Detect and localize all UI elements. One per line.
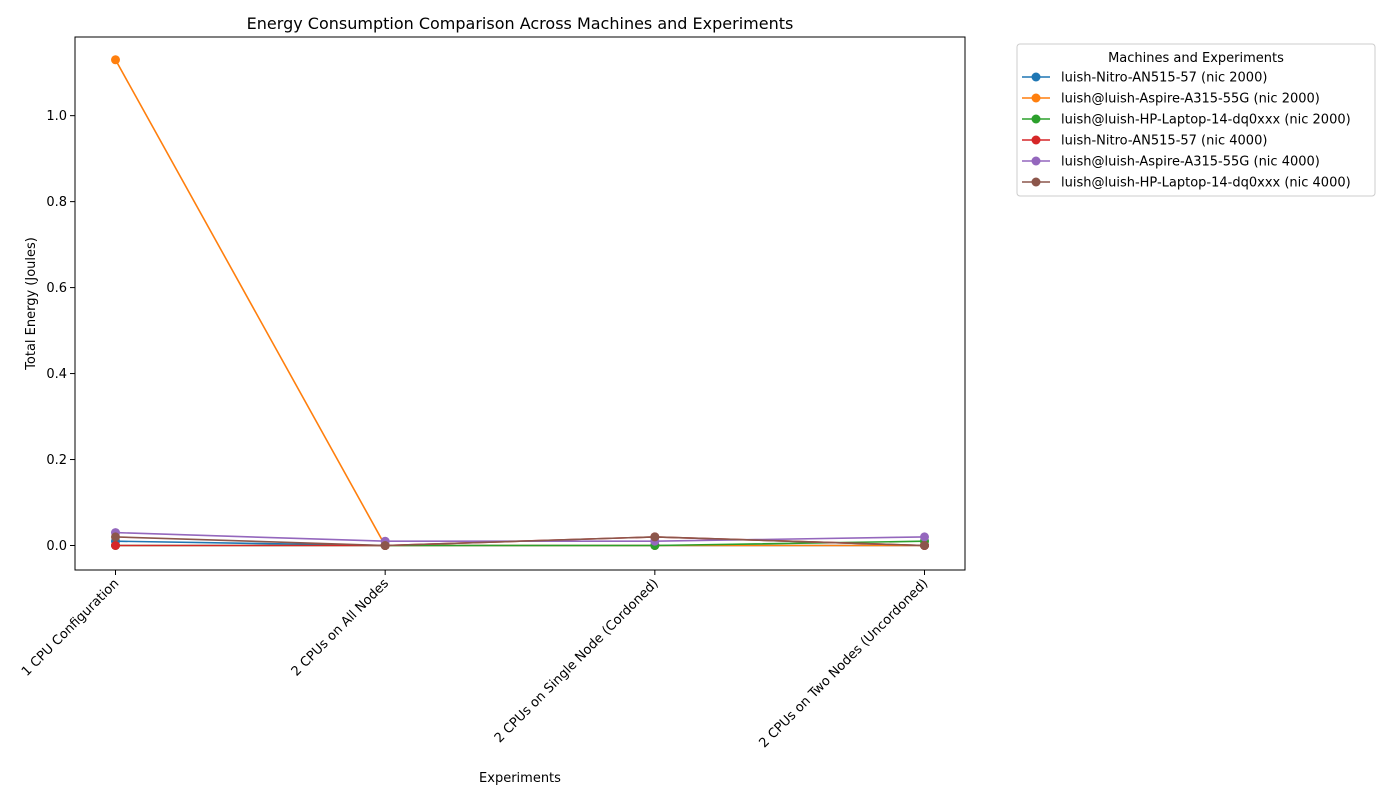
data-point: [650, 532, 660, 542]
y-tick-label: 1.0: [46, 109, 67, 124]
legend-marker: [1031, 93, 1041, 103]
series-1: [111, 55, 929, 550]
data-point: [380, 540, 390, 550]
legend-box: [1016, 43, 1376, 197]
series-5: [111, 532, 929, 550]
series-line: [115, 531, 925, 543]
x-tick-label: 2 CPUs on Two Nodes (Uncordoned): [757, 576, 932, 751]
y-tick-label: 0.2: [46, 453, 67, 468]
x-tick-label: 2 CPUs on Single Node (Cordoned): [492, 576, 662, 746]
legend-marker: [1031, 114, 1041, 124]
legend-label: luish@luish-HP-Laptop-14-dq0xxx (nic 200…: [1061, 113, 1351, 128]
legend-label: luish@luish-Aspire-A315-55G (nic 2000): [1061, 92, 1320, 107]
legend: Machines and Experiments luish-Nitro-AN5…: [1016, 43, 1376, 197]
legend-title: Machines and Experiments: [1108, 51, 1284, 66]
legend-entry: luish@luish-HP-Laptop-14-dq0xxx (nic 200…: [1022, 113, 1351, 128]
chart-title: Energy Consumption Comparison Across Mac…: [247, 14, 794, 33]
legend-marker: [1031, 177, 1041, 187]
legend-entry: luish@luish-HP-Laptop-14-dq0xxx (nic 400…: [1022, 176, 1351, 191]
y-tick-label: 0.4: [46, 367, 67, 382]
y-tick-label: 0.0: [46, 539, 67, 554]
plot-frame: [74, 36, 966, 571]
x-axis: 1 CPU Configuration 2 CPUs on All Nodes 2 …: [19, 570, 931, 751]
series-line: [114, 59, 925, 547]
data-point: [111, 55, 120, 65]
y-axis: 0.0 0.2 0.4 0.6 0.8 1.0: [46, 109, 75, 554]
legend-label: luish-Nitro-AN515-57 (nic 2000): [1061, 71, 1267, 86]
x-tick-label: 2 CPUs on All Nodes: [289, 576, 392, 679]
legend-label: luish@luish-Aspire-A315-55G (nic 4000): [1061, 155, 1320, 170]
data-point: [111, 532, 120, 542]
y-axis-label: Total Energy (Joules): [24, 237, 39, 371]
plot-area: [111, 55, 929, 550]
y-tick-label: 0.6: [46, 281, 67, 296]
legend-entry: luish@luish-Aspire-A315-55G (nic 4000): [1022, 155, 1320, 170]
legend-marker: [1031, 135, 1041, 145]
legend-label: luish@luish-HP-Laptop-14-dq0xxx (nic 400…: [1061, 176, 1351, 191]
x-tick-label: 1 CPU Configuration: [19, 576, 122, 679]
legend-entries: luish-Nitro-AN515-57 (nic 2000) luish@lui…: [1022, 71, 1351, 191]
legend-entry: luish-Nitro-AN515-57 (nic 4000): [1022, 134, 1267, 149]
legend-marker: [1031, 72, 1041, 82]
series-line: [115, 536, 925, 547]
legend-entry: luish@luish-Aspire-A315-55G (nic 2000): [1022, 92, 1320, 107]
y-tick-label: 0.8: [46, 195, 67, 210]
legend-entry: luish-Nitro-AN515-57 (nic 2000): [1022, 71, 1267, 86]
legend-marker: [1031, 156, 1041, 166]
data-point: [920, 532, 929, 542]
data-point: [111, 540, 120, 550]
data-point: [920, 540, 929, 550]
legend-label: luish-Nitro-AN515-57 (nic 4000): [1061, 134, 1267, 149]
x-axis-label: Experiments: [479, 771, 561, 786]
